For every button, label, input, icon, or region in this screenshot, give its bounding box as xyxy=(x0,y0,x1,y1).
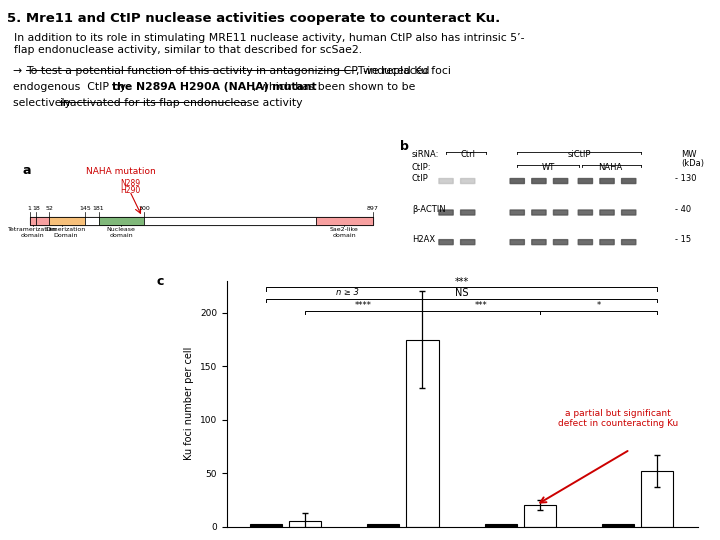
Text: 897: 897 xyxy=(367,206,379,212)
Bar xyxy=(144,217,317,225)
FancyBboxPatch shape xyxy=(532,179,546,184)
Text: ****: **** xyxy=(355,301,372,310)
FancyBboxPatch shape xyxy=(510,179,524,184)
FancyBboxPatch shape xyxy=(461,210,474,215)
FancyBboxPatch shape xyxy=(510,210,524,215)
Text: endogenous  CtIP by: endogenous CtIP by xyxy=(13,82,130,92)
FancyBboxPatch shape xyxy=(621,240,636,245)
Text: - 130: - 130 xyxy=(675,174,697,183)
FancyBboxPatch shape xyxy=(554,240,567,245)
Bar xyxy=(642,471,673,526)
FancyBboxPatch shape xyxy=(532,240,546,245)
Text: To test a potential function of this activity in antagonizing CPT-induced Ku foc: To test a potential function of this act… xyxy=(26,66,451,76)
Text: β-ACTIN: β-ACTIN xyxy=(412,205,446,214)
Text: NAHA: NAHA xyxy=(598,163,622,172)
Text: Tetramerization
domain: Tetramerization domain xyxy=(8,227,58,238)
FancyBboxPatch shape xyxy=(461,240,474,245)
FancyBboxPatch shape xyxy=(600,210,614,215)
Text: , which has been shown to be: , which has been shown to be xyxy=(253,82,416,92)
Text: Ctrl: Ctrl xyxy=(460,150,475,159)
Text: .: . xyxy=(246,98,249,109)
Bar xyxy=(250,524,282,526)
Text: b: b xyxy=(400,140,408,153)
FancyBboxPatch shape xyxy=(578,179,593,184)
Text: Sae2-like
domain: Sae2-like domain xyxy=(330,227,359,238)
Bar xyxy=(367,524,400,526)
Text: (kDa): (kDa) xyxy=(681,159,704,168)
Text: , we replaced: , we replaced xyxy=(356,66,429,76)
Text: WT: WT xyxy=(541,163,555,172)
FancyBboxPatch shape xyxy=(554,210,567,215)
Bar xyxy=(602,524,634,526)
Y-axis label: Ku foci number per cell: Ku foci number per cell xyxy=(184,347,194,460)
Text: →: → xyxy=(13,66,26,76)
FancyBboxPatch shape xyxy=(621,179,636,184)
FancyBboxPatch shape xyxy=(600,240,614,245)
Bar xyxy=(317,217,373,225)
Text: a partial but significant
defect in counteracting Ku: a partial but significant defect in coun… xyxy=(558,409,678,428)
Text: siCtIP: siCtIP xyxy=(567,150,591,159)
Text: c: c xyxy=(156,275,163,288)
Text: 5. Mre11 and CtIP nuclease activities cooperate to counteract Ku.: 5. Mre11 and CtIP nuclease activities co… xyxy=(7,12,500,25)
Bar xyxy=(30,217,36,225)
Text: 145: 145 xyxy=(79,206,91,212)
FancyBboxPatch shape xyxy=(439,210,453,215)
Text: Nuclease
domain: Nuclease domain xyxy=(107,227,135,238)
Text: MW: MW xyxy=(681,150,697,159)
FancyBboxPatch shape xyxy=(439,179,453,184)
Text: n ≥ 3: n ≥ 3 xyxy=(336,288,359,297)
Text: H290: H290 xyxy=(121,186,141,195)
Text: NAHA mutation: NAHA mutation xyxy=(86,167,156,177)
FancyBboxPatch shape xyxy=(510,240,524,245)
Bar xyxy=(49,217,85,225)
Bar xyxy=(485,524,517,526)
Text: - 15: - 15 xyxy=(675,235,691,244)
Bar xyxy=(99,217,144,225)
Text: ***: *** xyxy=(454,276,469,287)
FancyBboxPatch shape xyxy=(600,179,614,184)
Text: - 40: - 40 xyxy=(675,205,691,214)
Text: H2AX: H2AX xyxy=(412,235,435,244)
Bar xyxy=(36,217,49,225)
Text: 52: 52 xyxy=(45,206,53,212)
Bar xyxy=(289,521,321,526)
Bar xyxy=(524,505,556,526)
Text: inactivated for its flap endonuclease activity: inactivated for its flap endonuclease ac… xyxy=(60,98,302,109)
Text: selectively: selectively xyxy=(13,98,74,109)
Text: In addition to its role in stimulating MRE11 nuclease activity, human CtIP also : In addition to its role in stimulating M… xyxy=(14,33,525,55)
Text: ***: *** xyxy=(474,301,487,310)
Text: 1: 1 xyxy=(27,206,32,212)
Text: CtIP: CtIP xyxy=(412,174,428,183)
Text: siRNA:: siRNA: xyxy=(412,150,439,159)
Bar xyxy=(85,217,99,225)
FancyBboxPatch shape xyxy=(439,240,453,245)
FancyBboxPatch shape xyxy=(554,179,567,184)
Text: the N289A H290A (NAHA) mutant: the N289A H290A (NAHA) mutant xyxy=(112,82,317,92)
Text: 181: 181 xyxy=(93,206,104,212)
FancyBboxPatch shape xyxy=(578,210,593,215)
Text: 18: 18 xyxy=(32,206,40,212)
Text: CtIP:: CtIP: xyxy=(412,163,431,172)
Text: a: a xyxy=(22,164,31,177)
Bar xyxy=(406,340,438,526)
Bar xyxy=(30,217,373,225)
FancyBboxPatch shape xyxy=(578,240,593,245)
Text: N289: N289 xyxy=(121,179,141,188)
FancyBboxPatch shape xyxy=(461,179,474,184)
Text: NS: NS xyxy=(455,288,469,299)
Text: *: * xyxy=(597,301,600,310)
FancyBboxPatch shape xyxy=(621,210,636,215)
Text: Dimerization
Domain: Dimerization Domain xyxy=(45,227,86,238)
FancyBboxPatch shape xyxy=(532,210,546,215)
Text: 300: 300 xyxy=(138,206,150,212)
